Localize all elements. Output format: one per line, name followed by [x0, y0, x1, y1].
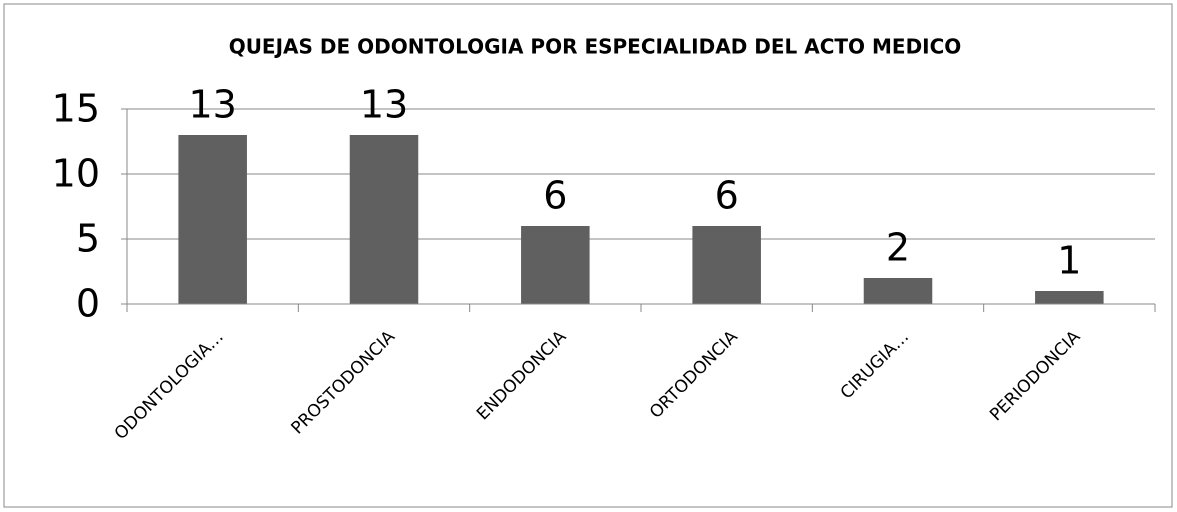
bar: [178, 135, 247, 304]
data-label: 6: [715, 174, 739, 218]
chart-title: QUEJAS DE ODONTOLOGIA POR ESPECIALIDAD D…: [229, 35, 962, 59]
data-label: 2: [886, 226, 910, 270]
bar: [863, 278, 933, 304]
data-label: 1: [1057, 239, 1081, 283]
y-tick-label: 5: [76, 217, 100, 261]
y-tick-label: 15: [52, 87, 100, 131]
y-tick-label: 10: [52, 152, 100, 196]
data-label: 13: [188, 83, 236, 127]
bar: [1035, 291, 1104, 304]
bar: [692, 226, 761, 304]
bar: [349, 135, 419, 304]
bar: [521, 226, 590, 304]
data-label: 13: [360, 83, 408, 127]
data-label: 6: [543, 174, 567, 218]
y-tick-label: 0: [76, 282, 100, 326]
